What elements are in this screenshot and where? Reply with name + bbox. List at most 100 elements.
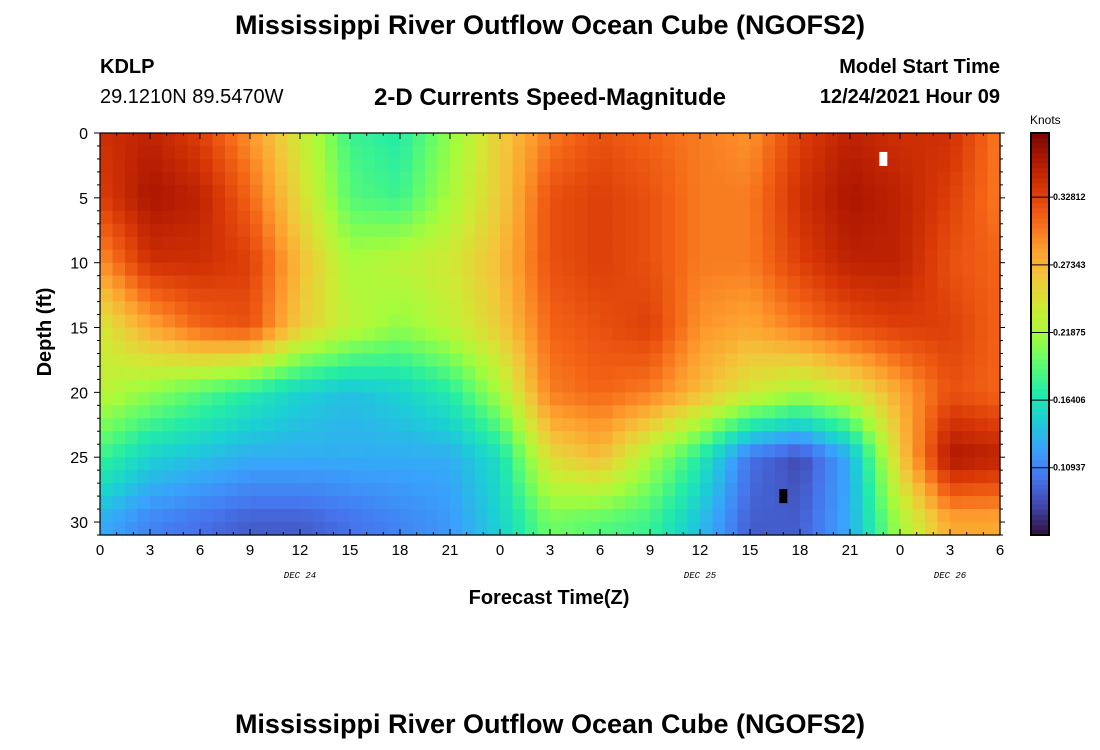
colorbar-band <box>1031 339 1049 345</box>
heatmap-cell <box>512 184 526 199</box>
heatmap-cell <box>187 262 201 277</box>
heatmap-cell <box>112 223 126 238</box>
heatmap-cell <box>850 210 864 225</box>
heatmap-cell <box>850 327 864 342</box>
heatmap-cell <box>625 340 639 355</box>
heatmap-cell <box>975 392 989 406</box>
heatmap-cell <box>900 236 914 251</box>
heatmap-cell <box>887 392 901 406</box>
heatmap-cell <box>212 496 226 510</box>
heatmap-cell <box>750 353 764 368</box>
heatmap-cell <box>800 314 814 329</box>
heatmap-cell <box>500 366 514 380</box>
heatmap-cell <box>237 340 251 355</box>
heatmap-cell <box>612 353 626 368</box>
heatmap-cell <box>787 366 801 380</box>
heatmap-cell <box>650 431 664 445</box>
heatmap-cell <box>337 431 351 445</box>
heatmap-cell <box>137 496 151 510</box>
heatmap-cell <box>125 133 139 147</box>
heatmap-cell <box>162 470 176 484</box>
x-tick-label: 3 <box>146 542 154 559</box>
heatmap-cell <box>262 223 276 238</box>
heatmap-cell <box>237 171 251 186</box>
heatmap-cell <box>812 223 826 238</box>
heatmap-cell <box>625 236 639 251</box>
heatmap-cell <box>675 171 689 186</box>
heatmap-cell <box>362 353 376 368</box>
heatmap-cell <box>525 522 539 536</box>
heatmap-cell <box>875 392 889 406</box>
heatmap-cell <box>600 457 614 471</box>
heatmap-cell <box>337 418 351 432</box>
heatmap-cell <box>675 133 689 147</box>
heatmap-cell <box>387 392 401 406</box>
heatmap-cell <box>600 509 614 523</box>
heatmap-cell <box>175 366 189 380</box>
heatmap-cell <box>887 444 901 458</box>
heatmap-cell <box>175 133 189 147</box>
heatmap-cell <box>387 223 401 238</box>
heatmap-cell <box>662 418 676 432</box>
heatmap-cell <box>962 236 976 251</box>
heatmap-cell <box>150 288 164 303</box>
heatmap-cell <box>262 133 276 147</box>
heatmap-cell <box>550 418 564 432</box>
heatmap-cell <box>587 392 601 406</box>
heatmap-cell <box>312 353 326 368</box>
colorbar-band <box>1031 439 1049 446</box>
heatmap-cell <box>550 262 564 277</box>
heatmap-cell <box>425 288 439 303</box>
heatmap-cell <box>550 444 564 458</box>
x-tick-label: 15 <box>742 542 759 559</box>
heatmap-cell <box>312 457 326 471</box>
heatmap-cell <box>850 353 864 368</box>
heatmap-cell <box>825 158 839 173</box>
heatmap-cell <box>837 288 851 303</box>
heatmap-cell <box>375 223 389 238</box>
heatmap-cell <box>687 522 701 536</box>
heatmap-cells <box>100 133 1001 536</box>
heatmap-cell <box>725 210 739 225</box>
heatmap-cell <box>787 522 801 536</box>
heatmap-cell <box>787 444 801 458</box>
heatmap-cell <box>687 379 701 393</box>
heatmap-cell <box>387 483 401 497</box>
heatmap-cell <box>787 275 801 290</box>
heatmap-cell <box>275 509 289 523</box>
heatmap-cell <box>762 236 776 251</box>
date-label: DEC 24 <box>284 571 316 581</box>
heatmap-cell <box>700 366 714 380</box>
heatmap-cell <box>625 197 639 212</box>
heatmap-cell <box>950 522 964 536</box>
heatmap-cell <box>487 262 501 277</box>
heatmap-cell <box>812 379 826 393</box>
heatmap-cell <box>725 405 739 419</box>
heatmap-cell <box>350 158 364 173</box>
heatmap-cell <box>812 496 826 510</box>
heatmap-cell <box>500 314 514 329</box>
heatmap-cell <box>412 171 426 186</box>
heatmap-cell <box>625 509 639 523</box>
heatmap-cell <box>625 327 639 342</box>
heatmap-cell <box>762 158 776 173</box>
heatmap-cell <box>637 210 651 225</box>
heatmap-cell <box>612 288 626 303</box>
heatmap-cell <box>987 366 1001 380</box>
heatmap-cell <box>987 327 1001 342</box>
heatmap-cell <box>800 327 814 342</box>
heatmap-cell <box>425 145 439 160</box>
heatmap-cell <box>925 171 939 186</box>
heatmap-cell <box>262 314 276 329</box>
heatmap-cell <box>162 210 176 225</box>
heatmap-cell <box>225 418 239 432</box>
heatmap-cell <box>750 431 764 445</box>
heatmap-cell <box>300 158 314 173</box>
colorbar-band <box>1031 153 1049 159</box>
heatmap-cell <box>437 457 451 471</box>
heatmap-cell <box>262 496 276 510</box>
heatmap-cell <box>375 133 389 147</box>
heatmap-cell <box>987 431 1001 445</box>
heatmap-cell <box>887 340 901 355</box>
